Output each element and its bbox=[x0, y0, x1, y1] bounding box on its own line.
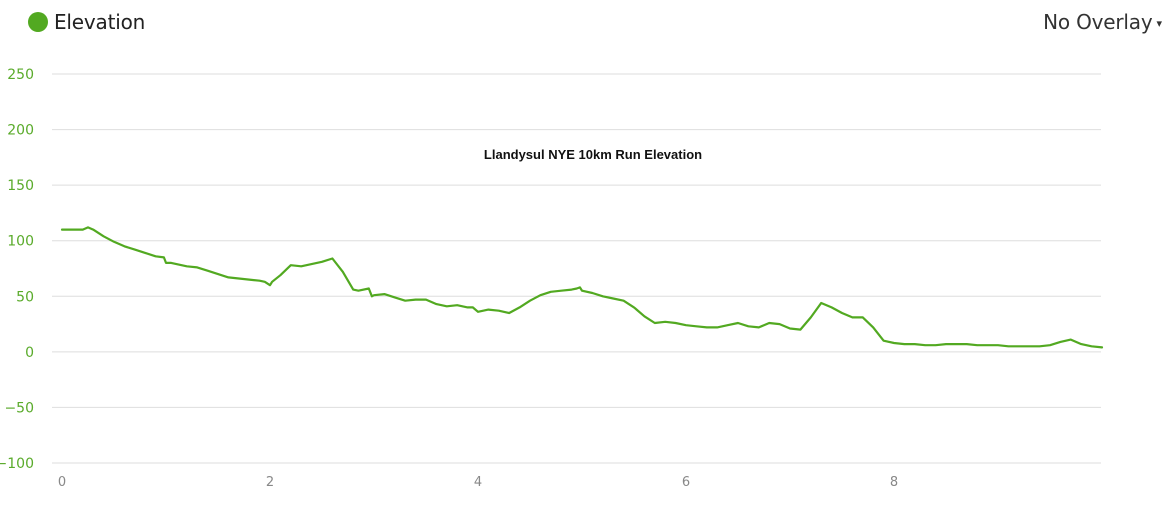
y-tick-label: 100 bbox=[7, 234, 34, 250]
x-tick-label: 6 bbox=[682, 475, 690, 490]
overlay-dropdown-label: No Overlay bbox=[1043, 10, 1153, 34]
y-tick-label: 200 bbox=[7, 123, 34, 139]
y-tick-label: 0 bbox=[25, 345, 34, 361]
y-tick-label: −50 bbox=[4, 400, 34, 416]
gridlines bbox=[52, 73, 1101, 464]
x-tick-label: 2 bbox=[266, 475, 274, 490]
y-tick-label: 150 bbox=[7, 178, 34, 194]
elevation-line[interactable] bbox=[60, 226, 1104, 349]
x-tick-label: 4 bbox=[474, 475, 482, 490]
x-axis-ticks: 0 2 4 6 8 bbox=[58, 475, 898, 490]
legend-dot-icon bbox=[28, 12, 48, 32]
x-tick-label: 0 bbox=[58, 475, 66, 490]
legend-label: Elevation bbox=[54, 10, 146, 34]
chart-title: Llandysul NYE 10km Run Elevation bbox=[484, 147, 702, 162]
x-tick-label: 8 bbox=[890, 475, 898, 490]
overlay-dropdown[interactable]: No Overlay ▾ bbox=[1043, 10, 1162, 34]
y-tick-label: 250 bbox=[7, 67, 34, 83]
y-axis-ticks: 250 200 150 100 50 0 −50 −100 bbox=[0, 67, 34, 472]
y-tick-label: 50 bbox=[16, 289, 34, 305]
legend-elevation[interactable]: Elevation bbox=[28, 10, 145, 34]
caret-down-icon: ▾ bbox=[1156, 17, 1162, 30]
y-tick-label: −100 bbox=[0, 456, 34, 472]
